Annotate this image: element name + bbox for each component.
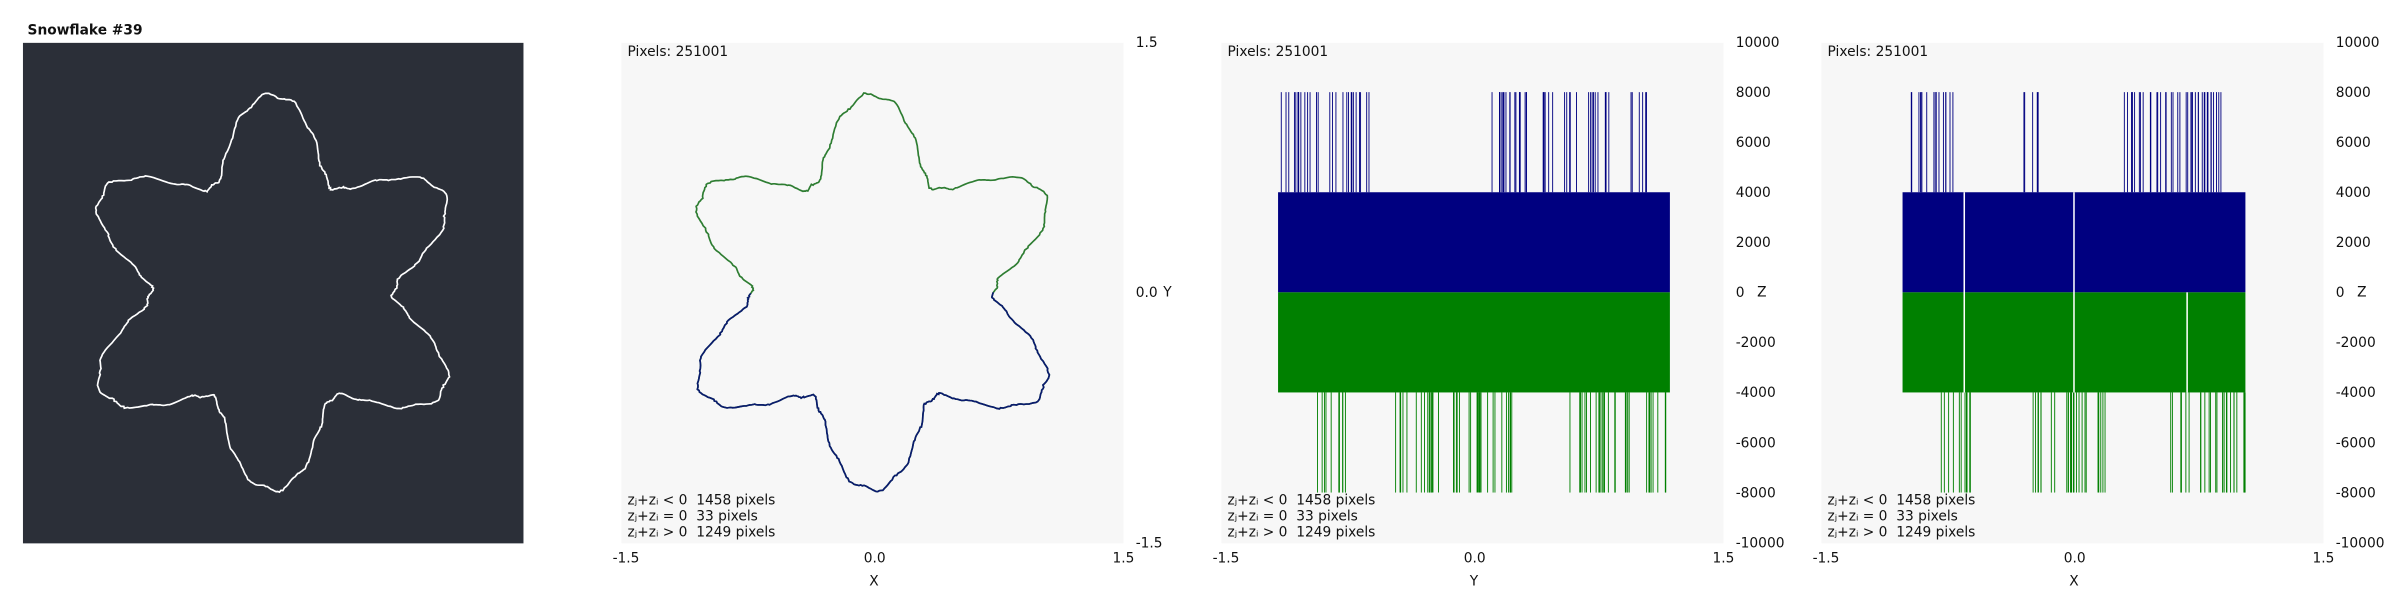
x-tick-label: -1.5: [613, 551, 640, 567]
y-tick-label: 0: [2336, 285, 2345, 301]
y-tick-label: 10000: [2336, 35, 2380, 51]
snowflake: [94, 92, 451, 494]
y-tick-label: -6000: [2336, 435, 2376, 451]
x-tick-label: 0.0: [2064, 551, 2086, 567]
x-tick-label: -1.5: [1813, 551, 1840, 567]
snowflake-lower: [696, 292, 1051, 493]
y-tick-label: -4000: [2336, 385, 2376, 401]
legend-entry: zⱼ+zᵢ < 0 1458 pixels: [628, 493, 776, 509]
y-tick-label: 2000: [2336, 235, 2371, 251]
x-tick-label: 1.5: [1113, 551, 1135, 567]
plot-area: [621, 42, 1124, 544]
y-tick-label: -1.5: [1136, 535, 1163, 551]
y-tick-label: 1.5: [1136, 35, 1158, 51]
x-tick-label: 0.0: [864, 551, 886, 567]
negative-block: [1278, 292, 1670, 393]
y-tick-label: -10000: [1736, 535, 1785, 551]
pixel-count: Pixels: 251001: [1828, 44, 1929, 60]
y-tick-label: -8000: [1736, 485, 1776, 501]
legend-entry: zⱼ+zᵢ > 0 1249 pixels: [1228, 525, 1376, 541]
x-axis-label: X: [869, 574, 878, 590]
legend-entry: zⱼ+zᵢ = 0 33 pixels: [628, 509, 758, 525]
y-tick-label: -2000: [2336, 335, 2376, 351]
y-tick-label: -6000: [1736, 435, 1776, 451]
y-axis-label: Y: [1162, 284, 1172, 300]
y-axis-label: Z: [1757, 284, 1766, 300]
y-tick-label: 2000: [1736, 235, 1771, 251]
y-tick-label: 4000: [1736, 185, 1771, 201]
y-tick-label: 8000: [2336, 85, 2371, 101]
x-tick-label: 0.0: [1464, 551, 1486, 567]
y-tick-label: -2000: [1736, 335, 1776, 351]
panel-title: Snowflake #39: [28, 23, 143, 39]
y-tick-label: 0: [1736, 285, 1745, 301]
positive-block: [1278, 192, 1670, 293]
y-tick-label: 4000: [2336, 185, 2371, 201]
y-tick-label: 8000: [1736, 85, 1771, 101]
x-axis-label: Y: [1469, 574, 1479, 590]
pixel-count: Pixels: 251001: [628, 44, 729, 60]
x-tick-label: 1.5: [1713, 551, 1735, 567]
legend-entry: zⱼ+zᵢ < 0 1458 pixels: [1228, 493, 1376, 509]
y-tick-label: 0.0: [1136, 285, 1158, 301]
y-tick-label: -8000: [2336, 485, 2376, 501]
legend-entry: zⱼ+zᵢ < 0 1458 pixels: [1828, 493, 1976, 509]
x-axis-label: X: [2069, 574, 2078, 590]
pixel-count: Pixels: 251001: [1228, 44, 1329, 60]
y-axis-label: Z: [2357, 284, 2366, 300]
render-panel: [22, 42, 524, 544]
legend-entry: zⱼ+zᵢ = 0 33 pixels: [1828, 509, 1958, 525]
x-tick-label: -1.5: [1213, 551, 1240, 567]
legend-entry: zⱼ+zᵢ > 0 1249 pixels: [628, 525, 776, 541]
legend-entry: zⱼ+zᵢ = 0 33 pixels: [1228, 509, 1358, 525]
y-tick-label: 10000: [1736, 35, 1780, 51]
x-tick-label: 1.5: [2313, 551, 2335, 567]
y-tick-label: 6000: [2336, 135, 2371, 151]
y-tick-label: -4000: [1736, 385, 1776, 401]
y-tick-label: -10000: [2336, 535, 2385, 551]
legend-entry: zⱼ+zᵢ > 0 1249 pixels: [1828, 525, 1976, 541]
y-tick-label: 6000: [1736, 135, 1771, 151]
